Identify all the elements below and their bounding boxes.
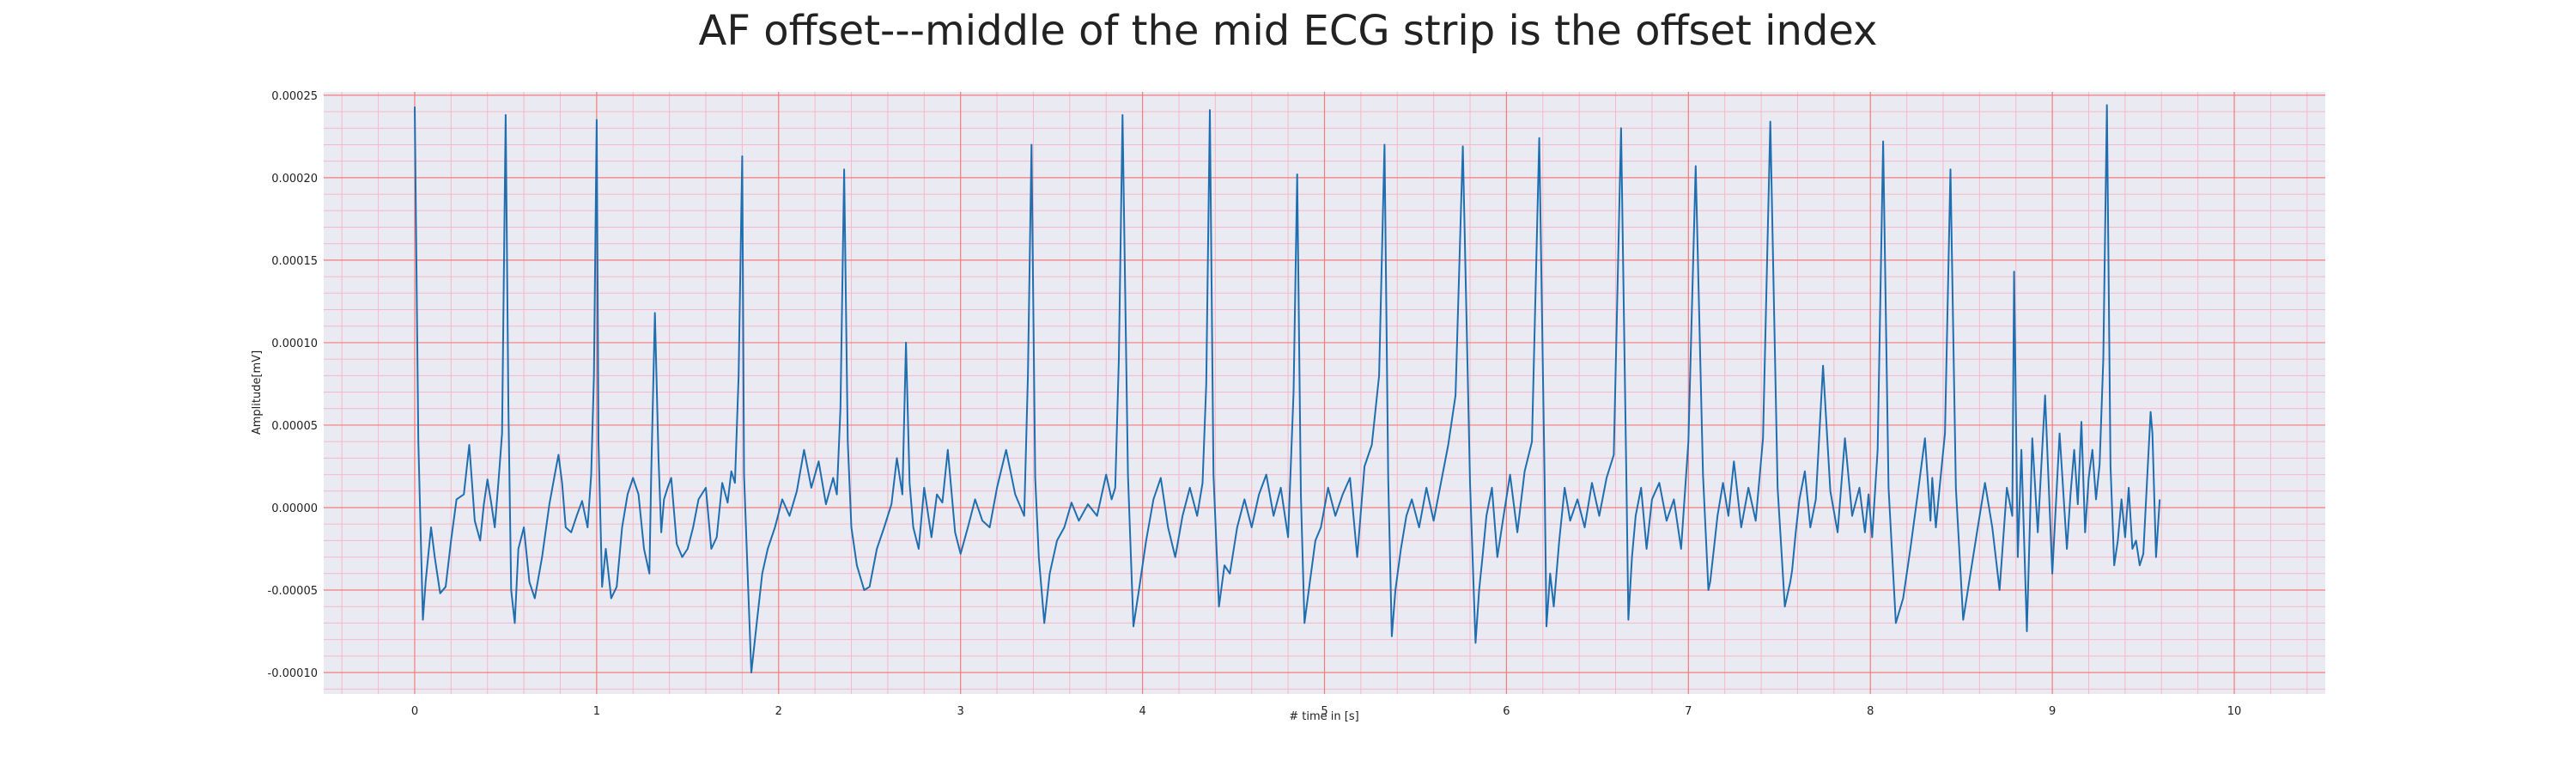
x-tick-label: 4 xyxy=(1139,705,1145,718)
chart-title: AF offset---middle of the mid ECG strip … xyxy=(698,7,1878,55)
x-tick-label: 2 xyxy=(775,705,782,718)
x-tick-label: 3 xyxy=(957,705,964,718)
ecg-trace-line xyxy=(414,104,2161,673)
x-tick-label: 10 xyxy=(2227,705,2242,718)
y-tick-label: 0.00015 xyxy=(271,255,318,268)
x-tick-label: 8 xyxy=(1867,705,1874,718)
x-axis-label: # time in [s] xyxy=(1289,710,1358,723)
x-tick-label: 7 xyxy=(1685,705,1692,718)
x-tick-label: 9 xyxy=(2049,705,2056,718)
y-tick-label: 0.00005 xyxy=(271,420,318,433)
x-tick-label: 5 xyxy=(1321,705,1327,718)
x-tick-label: 0 xyxy=(411,705,418,718)
y-axis-ticks: -0.00010 -0.00005 0.00000 0.00005 0.00010 0.0… xyxy=(268,90,318,680)
y-tick-label: 0.00010 xyxy=(271,338,318,350)
x-tick-label: 6 xyxy=(1503,705,1510,718)
major-grid xyxy=(324,92,2325,694)
y-tick-label: -0.00010 xyxy=(268,667,318,680)
y-tick-label: 0.00020 xyxy=(271,173,318,186)
y-tick-label: 0.00000 xyxy=(271,502,318,515)
y-tick-label: -0.00005 xyxy=(268,585,318,598)
x-tick-label: 1 xyxy=(593,705,600,718)
y-tick-label: 0.00025 xyxy=(271,90,318,103)
x-axis-ticks: 0 1 2 3 4 5 6 7 8 9 10 xyxy=(411,705,2242,718)
y-axis-label: Amplitude[mV] xyxy=(251,350,264,435)
